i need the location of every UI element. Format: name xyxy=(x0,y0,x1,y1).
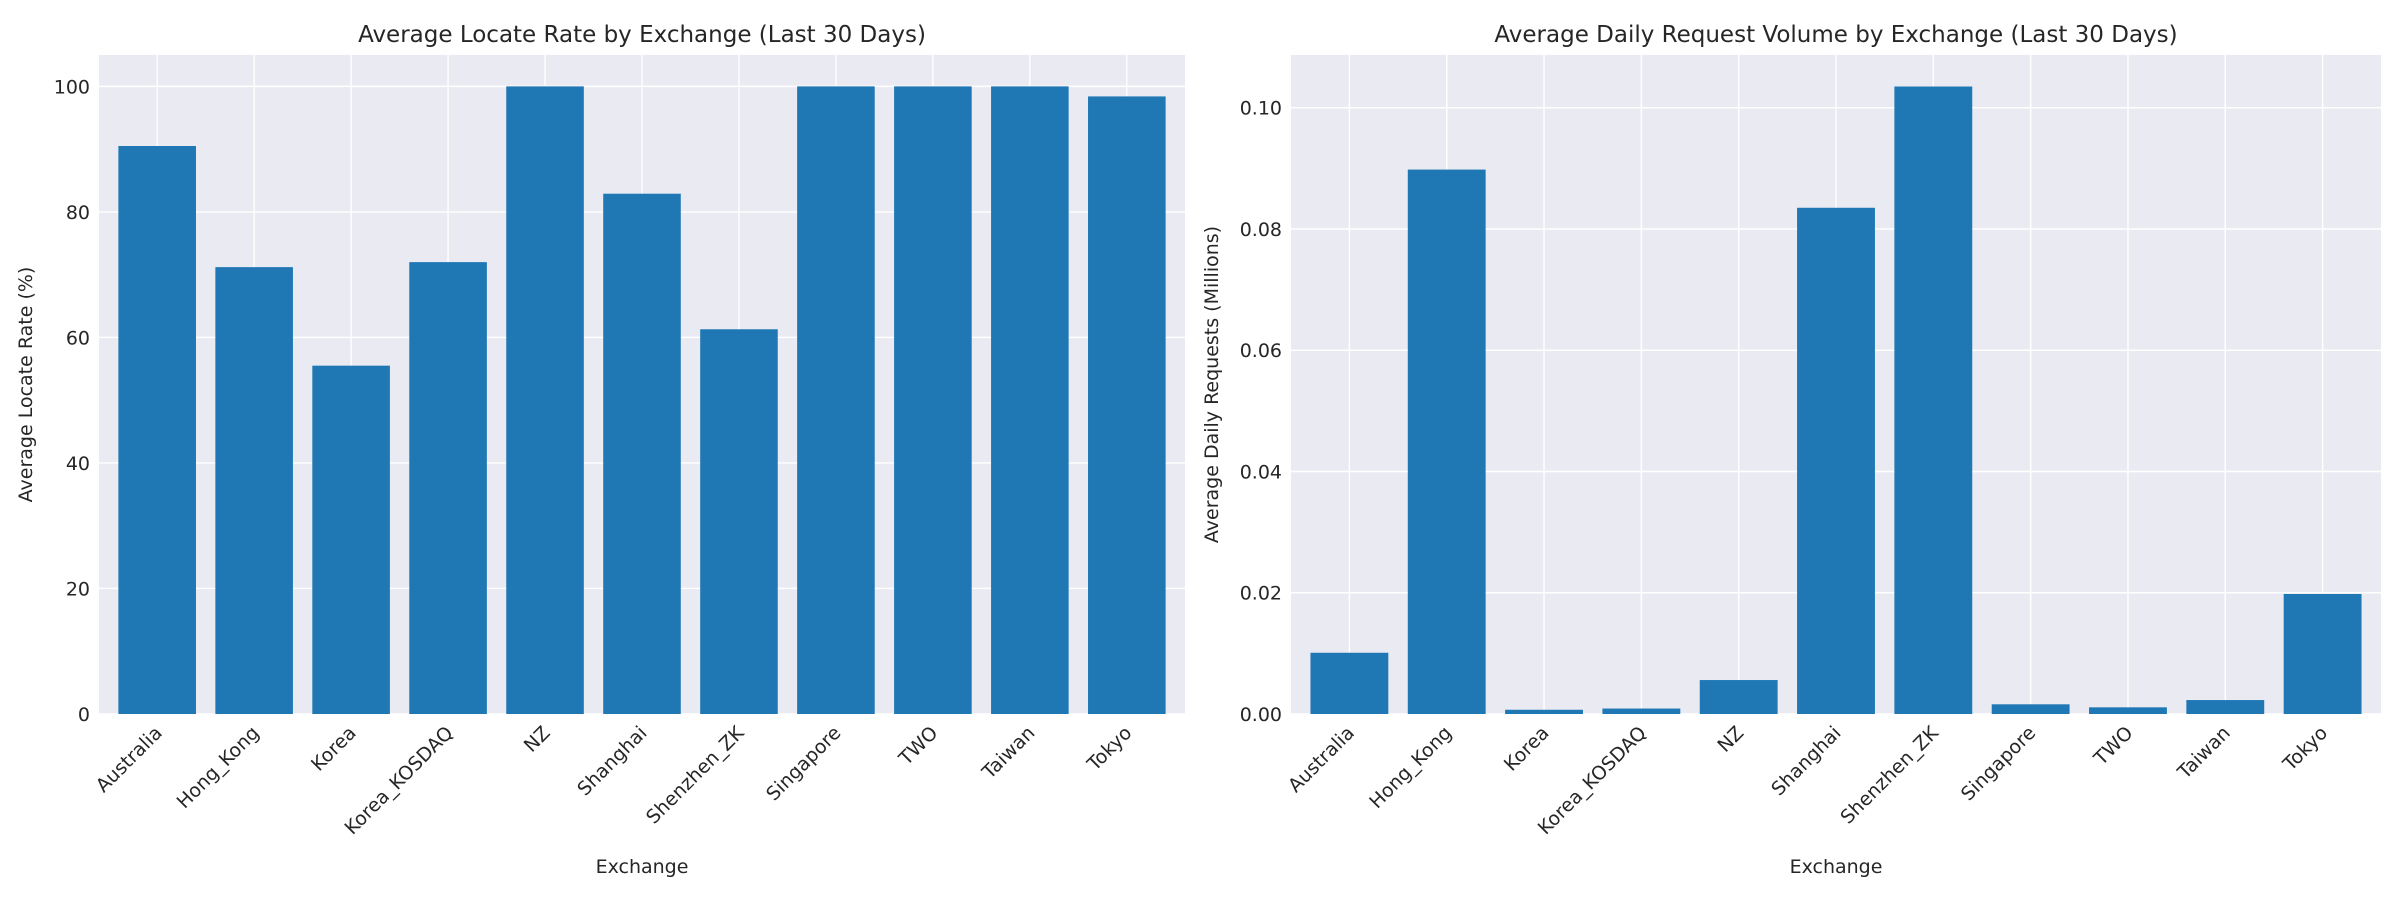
y-ticks: 0.00 0.02 0.04 0.06 0.08 0.10 xyxy=(1240,98,1282,726)
bar-nz xyxy=(1700,680,1778,714)
bar-hong-kong xyxy=(215,267,293,714)
x-tick-label: NZ xyxy=(520,722,555,757)
bar-taiwan xyxy=(2186,700,2264,714)
bar-shenzhen-zk xyxy=(1894,87,1972,714)
bar-singapore xyxy=(797,86,875,714)
y-tick-label: 40 xyxy=(66,453,90,475)
y-tick-label: 0 xyxy=(78,704,90,726)
bar-korea-kosdaq xyxy=(409,262,487,714)
chart-title: Average Daily Request Volume by Exchange… xyxy=(1494,22,2177,48)
bar-taiwan xyxy=(991,86,1069,714)
x-tick-label: Shenzhen_ZK xyxy=(642,722,749,829)
x-tick-label: Australia xyxy=(1284,722,1359,797)
y-tick-label: 80 xyxy=(66,202,90,224)
x-tick-label: Shenzhen_ZK xyxy=(1836,722,1943,829)
bar-singapore xyxy=(1992,704,2070,714)
x-tick-label: Shanghai xyxy=(1767,722,1845,800)
bar-korea xyxy=(312,366,390,714)
bar-shanghai xyxy=(1797,208,1875,714)
bar-hong-kong xyxy=(1408,170,1486,714)
bar-two xyxy=(2089,707,2167,714)
x-tick-label: Korea xyxy=(1500,722,1554,776)
x-tick-label: Shanghai xyxy=(573,722,651,800)
x-tick-label: Taiwan xyxy=(2173,722,2235,784)
y-tick-label: 0.04 xyxy=(1240,461,1282,483)
y-axis-label: Average Daily Requests (Millions) xyxy=(1201,226,1223,543)
bar-korea-kosdaq xyxy=(1602,709,1680,714)
chart-title: Average Locate Rate by Exchange (Last 30… xyxy=(358,22,926,48)
bar-shenzhen-zk xyxy=(700,329,778,714)
x-tick-label: TWO xyxy=(2089,722,2137,770)
bar-tokyo xyxy=(1088,96,1166,714)
y-tick-label: 0.00 xyxy=(1240,704,1282,726)
bar-nz xyxy=(506,86,584,714)
bar-australia xyxy=(1310,653,1388,714)
x-axis-label: Exchange xyxy=(596,856,689,878)
x-tick-label: Taiwan xyxy=(977,722,1039,784)
y-axis-label: Average Locate Rate (%) xyxy=(15,267,37,503)
x-axis-label: Exchange xyxy=(1790,856,1883,878)
y-tick-label: 0.08 xyxy=(1240,219,1282,241)
y-ticks: 0 20 40 60 80 100 xyxy=(54,76,90,726)
x-tick-label: Australia xyxy=(92,722,167,797)
x-tick-label: NZ xyxy=(1713,722,1748,757)
x-tick-label: Tokyo xyxy=(2278,722,2332,776)
y-tick-label: 0.06 xyxy=(1240,340,1282,362)
y-tick-label: 0.02 xyxy=(1240,583,1282,605)
x-tick-label: Singapore xyxy=(762,722,845,805)
bar-australia xyxy=(118,146,196,714)
y-tick-label: 0.10 xyxy=(1240,98,1282,120)
x-tick-label: Korea xyxy=(307,722,361,776)
y-tick-label: 20 xyxy=(66,578,90,600)
x-tick-label: Hong_Kong xyxy=(173,722,264,813)
bar-korea xyxy=(1505,710,1583,714)
x-tick-label: Singapore xyxy=(1957,722,2040,805)
request-volume-chart: 0.00 0.02 0.04 0.06 0.08 0.10 Australia Hong_K… xyxy=(1201,22,2381,878)
x-tick-label: TWO xyxy=(894,722,942,770)
bar-tokyo xyxy=(2284,594,2362,714)
y-tick-label: 100 xyxy=(54,76,90,98)
bar-two xyxy=(894,86,972,714)
bar-shanghai xyxy=(603,194,681,714)
x-tick-label: Hong_Kong xyxy=(1365,722,1456,813)
x-tick-label: Tokyo xyxy=(1082,722,1136,776)
y-tick-label: 60 xyxy=(66,327,90,349)
